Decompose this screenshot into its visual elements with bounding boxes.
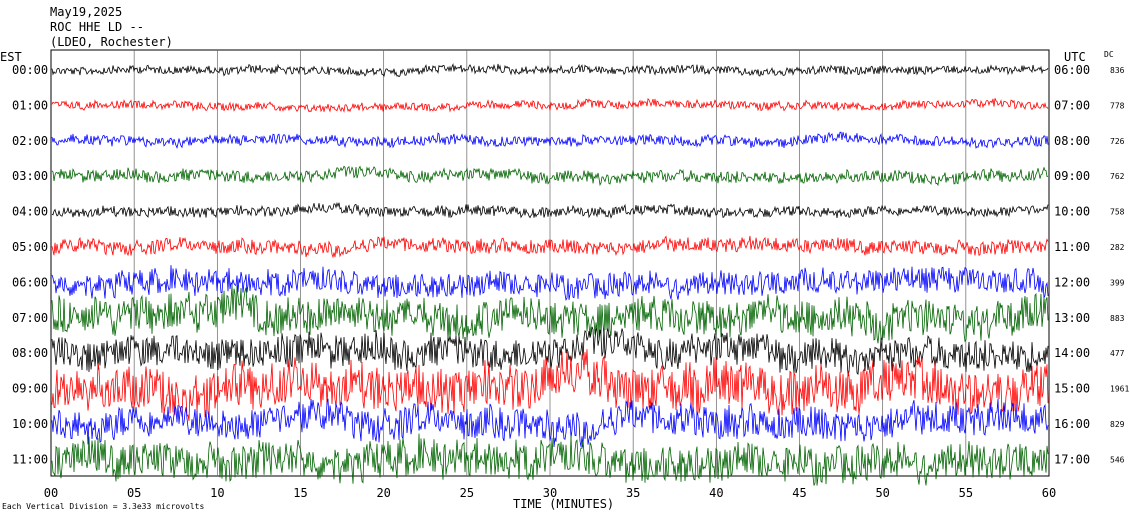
dc-value: 883 (1110, 314, 1125, 323)
right-hour-label: 12:00 (1054, 275, 1090, 289)
right-hour-label: 14:00 (1054, 346, 1090, 360)
right-hour-label: 09:00 (1054, 169, 1090, 183)
chart-date: May19,2025 (50, 5, 122, 19)
left-hour-label: 04:00 (12, 205, 48, 219)
station-code: ROC HHE LD -- (50, 20, 144, 34)
x-tick-label: 05 (127, 486, 141, 500)
trace-hour-10 (51, 398, 1049, 448)
dc-value: 836 (1110, 66, 1125, 75)
right-hour-label: 11:00 (1054, 240, 1090, 254)
x-axis-title: TIME (MINUTES) (513, 497, 614, 511)
left-hour-label: 01:00 (12, 98, 48, 112)
dc-header-label: DC (1104, 50, 1114, 59)
left-hour-label: 05:00 (12, 240, 48, 254)
left-hour-label: 11:00 (12, 452, 48, 466)
left-hour-label: 03:00 (12, 169, 48, 183)
right-hour-label: 13:00 (1054, 311, 1090, 325)
trace-hour-6 (51, 265, 1049, 301)
left-hour-label: 00:00 (12, 63, 48, 77)
left-hour-label: 10:00 (12, 417, 48, 431)
x-tick-label: 30 (543, 486, 557, 500)
x-axis-ticks: 00 05 10 15 20 25 30 35 40 45 50 55 60 (44, 486, 1056, 500)
left-hour-label: 02:00 (12, 134, 48, 148)
x-tick-label: 45 (792, 486, 806, 500)
minute-gridlines (133, 50, 967, 476)
dc-value: 546 (1110, 455, 1125, 464)
right-hour-label: 10:00 (1054, 205, 1090, 219)
right-timezone-label: UTC (1064, 50, 1086, 64)
trace-hour-4 (51, 201, 1049, 219)
trace-hour-9 (51, 349, 1049, 421)
dc-value: 282 (1110, 243, 1125, 252)
hour-labels: 00:00 06:00 836 01:00 07:00 778 02:00 08:00 726 0… (12, 63, 1129, 466)
trace-hour-8 (51, 326, 1049, 377)
seismic-traces (51, 63, 1049, 486)
dc-value: 477 (1110, 349, 1125, 358)
right-hour-label: 07:00 (1054, 98, 1090, 112)
left-timezone-label: EST (0, 50, 22, 64)
footer-scale-note: Each Vertical Division = 3.3e33 microvol… (2, 502, 204, 511)
right-hour-label: 15:00 (1054, 382, 1090, 396)
trace-hour-3 (51, 165, 1049, 187)
x-tick-label: 40 (709, 486, 723, 500)
x-tick-label: 60 (1042, 486, 1056, 500)
dc-value: 829 (1110, 420, 1125, 429)
dc-value: 762 (1110, 172, 1125, 181)
dc-value: 1961 (1110, 385, 1129, 394)
right-hour-label: 06:00 (1054, 63, 1090, 77)
dc-value: 726 (1110, 137, 1125, 146)
x-tick-label: 15 (293, 486, 307, 500)
trace-hour-5 (51, 235, 1049, 259)
x-tick-label: 50 (875, 486, 889, 500)
right-hour-label: 08:00 (1054, 134, 1090, 148)
right-hour-label: 17:00 (1054, 452, 1090, 466)
x-tick-label: 00 (44, 486, 58, 500)
trace-hour-1 (51, 97, 1049, 113)
trace-hour-2 (51, 131, 1049, 149)
trace-hour-7 (51, 284, 1049, 344)
trace-hour-11 (51, 433, 1049, 486)
left-hour-label: 08:00 (12, 346, 48, 360)
left-hour-label: 06:00 (12, 275, 48, 289)
dc-value: 399 (1110, 278, 1125, 287)
x-tick-label: 35 (626, 486, 640, 500)
network-name: (LDEO, Rochester) (50, 35, 173, 49)
dc-value: 778 (1110, 101, 1125, 110)
left-hour-label: 07:00 (12, 311, 48, 325)
left-hour-label: 09:00 (12, 382, 48, 396)
x-tick-label: 55 (959, 486, 973, 500)
right-hour-label: 16:00 (1054, 417, 1090, 431)
x-tick-label: 20 (376, 486, 390, 500)
dc-value: 758 (1110, 208, 1125, 217)
trace-hour-0 (51, 63, 1049, 78)
x-tick-label: 10 (210, 486, 224, 500)
x-tick-label: 25 (460, 486, 474, 500)
